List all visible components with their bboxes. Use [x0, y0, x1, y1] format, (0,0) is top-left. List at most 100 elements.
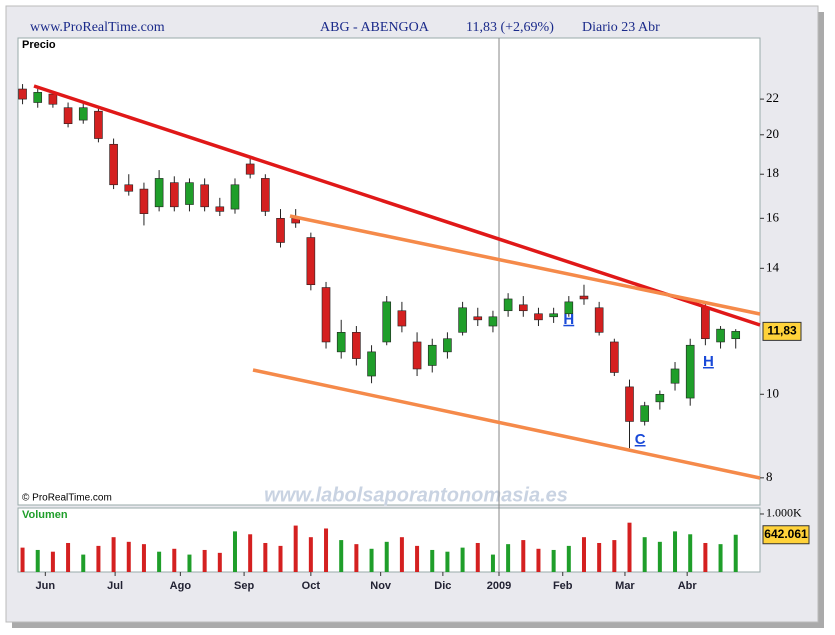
volume-bar: [521, 540, 526, 572]
x-tick-label: 2009: [487, 580, 511, 592]
candle-body: [215, 206, 225, 212]
price-panel: [17, 37, 761, 506]
candle-body: [33, 92, 43, 103]
candle-body: [610, 341, 619, 373]
volume-tag-label: 642.061: [764, 527, 808, 541]
candle-body: [534, 313, 543, 321]
volume-label: Volumen: [22, 509, 68, 521]
volume-bar: [81, 554, 86, 572]
candle-body: [367, 351, 376, 377]
y-tick-label: 22: [766, 90, 779, 105]
x-tick-label: Nov: [370, 580, 392, 592]
volume-bar: [703, 542, 708, 572]
y-tick-label: 14: [766, 259, 780, 274]
volume-bar: [217, 552, 222, 572]
candle-body: [230, 184, 240, 210]
candle-body: [48, 93, 58, 105]
candle-body: [488, 316, 498, 327]
candle-body: [412, 341, 422, 370]
volume-bar: [384, 541, 389, 572]
volume-bar: [324, 528, 329, 572]
volume-tag: [762, 525, 810, 545]
volume-bar: [232, 531, 237, 572]
candle-body: [352, 332, 361, 359]
volume-bar: [278, 545, 283, 572]
candle-body: [78, 107, 88, 121]
candle-body: [169, 182, 179, 208]
volume-bar: [111, 537, 116, 572]
y-tick-label: 8: [766, 469, 773, 484]
candle-body: [503, 298, 513, 312]
candle-body: [124, 184, 134, 192]
candle-body: [731, 331, 741, 340]
price-tag-label: 11,83: [767, 324, 797, 338]
candle-body: [63, 107, 73, 125]
candle-body: [139, 188, 149, 214]
x-tick-label: Abr: [678, 580, 698, 592]
y-tick-label: 20: [766, 126, 779, 141]
trend-line: [33, 84, 761, 327]
candle-body: [594, 307, 604, 333]
candle-body: [154, 178, 164, 208]
candle-body: [427, 344, 437, 366]
candle-body: [564, 301, 574, 315]
volume-bar: [35, 549, 40, 572]
volume-bar: [597, 542, 602, 572]
volume-panel: [17, 507, 761, 573]
volume-bar: [733, 534, 738, 572]
candle-body: [200, 184, 209, 208]
candle-body: [655, 393, 665, 403]
y-tick-label: 18: [766, 165, 779, 180]
candle-body: [549, 313, 558, 318]
volume-bar: [673, 531, 678, 572]
volume-bar: [126, 541, 131, 572]
channel-bottom: [252, 368, 761, 480]
candle-body: [336, 332, 346, 353]
x-tick-label: Sep: [234, 580, 254, 592]
x-tick-label: Oct: [302, 580, 321, 592]
candle-body: [185, 182, 194, 205]
annotation: C: [635, 431, 646, 448]
x-tick-label: Ago: [170, 580, 192, 592]
copyright: © ProRealTime.com: [22, 493, 112, 504]
volume-bar: [688, 534, 693, 572]
volume-bar: [50, 551, 55, 572]
y-tick-label: 1.000K: [766, 506, 802, 520]
volume-bar: [506, 544, 511, 572]
period: Diario 23 Abr: [582, 20, 660, 35]
candle-body: [443, 338, 452, 353]
y-tick-label: 16: [766, 209, 780, 224]
volume-bar: [202, 549, 207, 572]
quote: 11,83 (+2,69%): [466, 20, 554, 35]
candle-body: [18, 88, 27, 100]
volume-bar: [172, 548, 177, 572]
x-tick-label: Jun: [36, 580, 56, 592]
candle-body: [685, 344, 695, 399]
candle-body: [397, 310, 407, 327]
candle-body: [458, 307, 467, 333]
candle-body: [382, 301, 392, 343]
candle-body: [579, 295, 589, 300]
x-tick-label: Jul: [107, 580, 123, 592]
volume-bar: [354, 544, 359, 572]
volume-bar: [399, 537, 404, 572]
volume-bar: [415, 545, 420, 572]
volume-bar: [293, 525, 298, 572]
volume-bar: [642, 537, 647, 572]
x-tick-label: Feb: [553, 580, 573, 592]
volume-bar: [718, 544, 723, 572]
x-tick-label: Mar: [615, 580, 635, 592]
volume-bar: [490, 554, 495, 572]
volume-bar: [627, 522, 632, 572]
candle-body: [640, 405, 649, 422]
candle-body: [716, 328, 725, 343]
annotation: H: [563, 311, 574, 328]
x-tick-label: Dic: [434, 580, 451, 592]
watermark: www.labolsaporantonomasia.es: [264, 484, 568, 506]
y-label: Precio: [22, 39, 56, 51]
candle-body: [321, 287, 331, 343]
volume-bar: [263, 542, 268, 572]
site: www.ProRealTime.com: [30, 20, 165, 35]
